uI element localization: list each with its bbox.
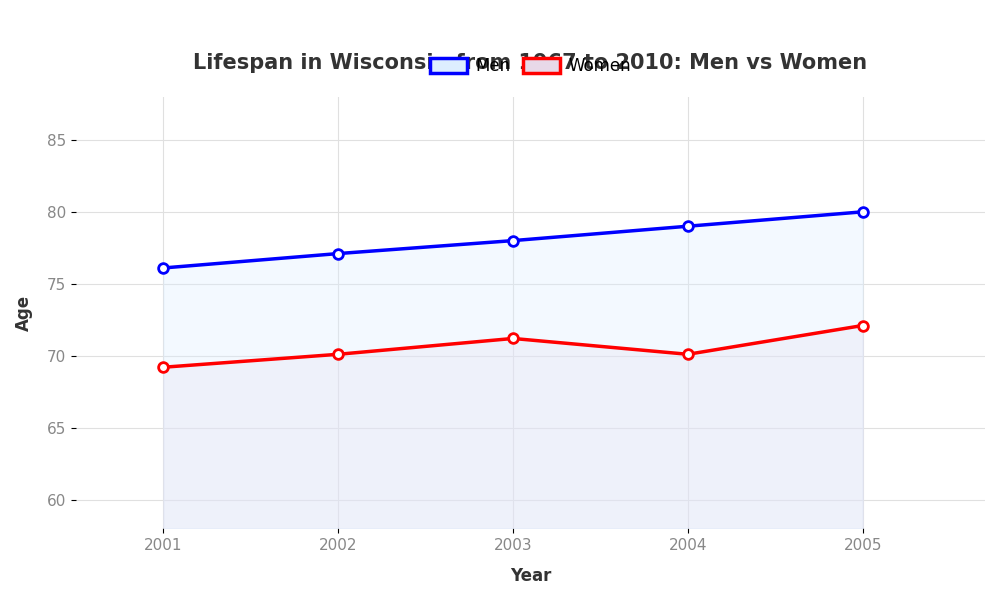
X-axis label: Year: Year bbox=[510, 567, 551, 585]
Title: Lifespan in Wisconsin from 1967 to 2010: Men vs Women: Lifespan in Wisconsin from 1967 to 2010:… bbox=[193, 53, 868, 73]
Y-axis label: Age: Age bbox=[15, 295, 33, 331]
Legend: Men, Women: Men, Women bbox=[422, 49, 639, 83]
